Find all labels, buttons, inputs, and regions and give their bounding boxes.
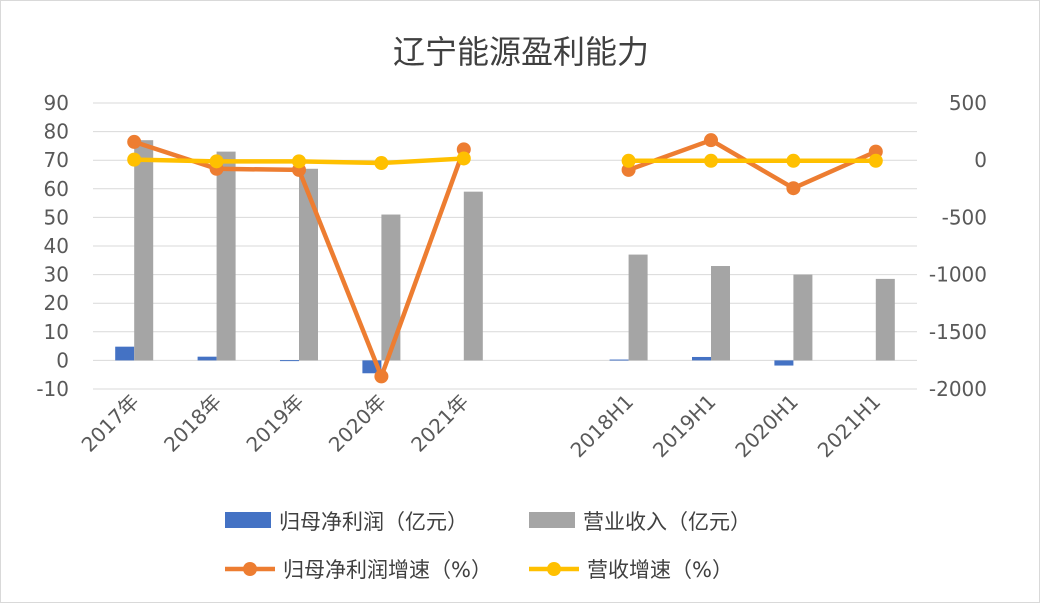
bar-revenue [299, 168, 318, 361]
legend-label: 营业收入（亿元） [583, 510, 751, 534]
x-tick-label: 2021H1 [813, 390, 886, 463]
x-tick-label: 2018H1 [566, 390, 639, 463]
axes: 90 80 70 60 50 40 30 20 10 0 -10 500 0 -500 -1000 -1500… [36, 91, 987, 462]
point-revenue-growth [868, 153, 883, 168]
point-revenue-growth [786, 153, 801, 168]
y-right-tick-label: 0 [974, 148, 987, 172]
y-left-tick-label: 20 [44, 291, 69, 315]
y-left-tick-label: 90 [44, 91, 69, 115]
bar-net-profit [280, 360, 299, 362]
y-left-tick-label: 10 [44, 320, 69, 344]
x-tick-label: 2020H1 [730, 390, 803, 463]
legend-swatch [225, 512, 271, 528]
y-left-tick-label: 60 [44, 177, 69, 201]
chart-title: 辽宁能源盈利能力 [393, 33, 649, 71]
bar-net-profit [692, 356, 711, 361]
y-right-tick-label: -1500 [929, 320, 987, 344]
y-left-tick-label: 30 [44, 263, 69, 287]
point-revenue-growth [621, 153, 636, 168]
point-revenue-growth [292, 154, 306, 169]
x-tick-label: 2020年 [324, 390, 391, 457]
line-net-profit-growth [627, 137, 877, 191]
point-net-profit-growth [127, 134, 142, 149]
y-right-tick-label: 500 [949, 91, 987, 115]
x-tick-label: 2021年 [406, 390, 473, 457]
x-tick-label: 2017年 [77, 390, 144, 457]
bar-revenue [793, 274, 813, 361]
point-revenue-growth [209, 154, 224, 169]
bar-net-profit [774, 360, 794, 366]
line-series [127, 133, 883, 384]
legend-label: 归母净利润（亿元） [279, 510, 468, 534]
y-left-tick-label: 80 [44, 120, 69, 144]
x-tick-label: 2018年 [159, 390, 226, 457]
y-left-tick-label: 50 [44, 205, 69, 229]
legend-label: 归母净利润增速（%） [283, 558, 492, 582]
x-tick-label: 2019年 [241, 390, 308, 457]
legend-marker [243, 562, 257, 576]
bar-revenue [134, 140, 154, 361]
y-left-tick-label: -10 [36, 377, 69, 401]
point-revenue-growth [456, 151, 471, 166]
point-revenue-growth [374, 156, 389, 171]
bar-net-profit [115, 346, 135, 361]
bar-net-profit [609, 359, 629, 361]
point-revenue-growth [704, 153, 718, 168]
y-left-tick-label: 40 [44, 234, 69, 258]
y-right-tick-label: -1000 [929, 263, 987, 287]
bar-net-profit [197, 356, 217, 361]
y-left-tick-label: 0 [56, 348, 69, 372]
legend-marker [547, 562, 561, 576]
bar-revenue [463, 191, 483, 361]
bar-revenue [381, 214, 401, 361]
legend-swatch [529, 512, 575, 528]
bar-series [115, 140, 895, 374]
point-revenue-growth [127, 152, 142, 167]
legend-label: 营收增速（%） [587, 558, 733, 582]
y-right-tick-label: -2000 [929, 377, 987, 401]
legend: 归母净利润（亿元） 营业收入（亿元） 归母净利润增速（%） 营收增速（%） [225, 510, 751, 582]
point-net-profit-growth [704, 133, 718, 148]
y-right-tick-label: -500 [942, 205, 987, 229]
point-net-profit-growth [374, 369, 389, 384]
y-left-tick-label: 70 [44, 148, 69, 172]
bar-revenue [711, 266, 730, 361]
x-tick-label: 2019H1 [648, 390, 721, 463]
bar-revenue [875, 278, 895, 361]
bar-revenue [216, 151, 236, 361]
point-net-profit-growth [786, 181, 801, 196]
bar-revenue [628, 254, 648, 361]
